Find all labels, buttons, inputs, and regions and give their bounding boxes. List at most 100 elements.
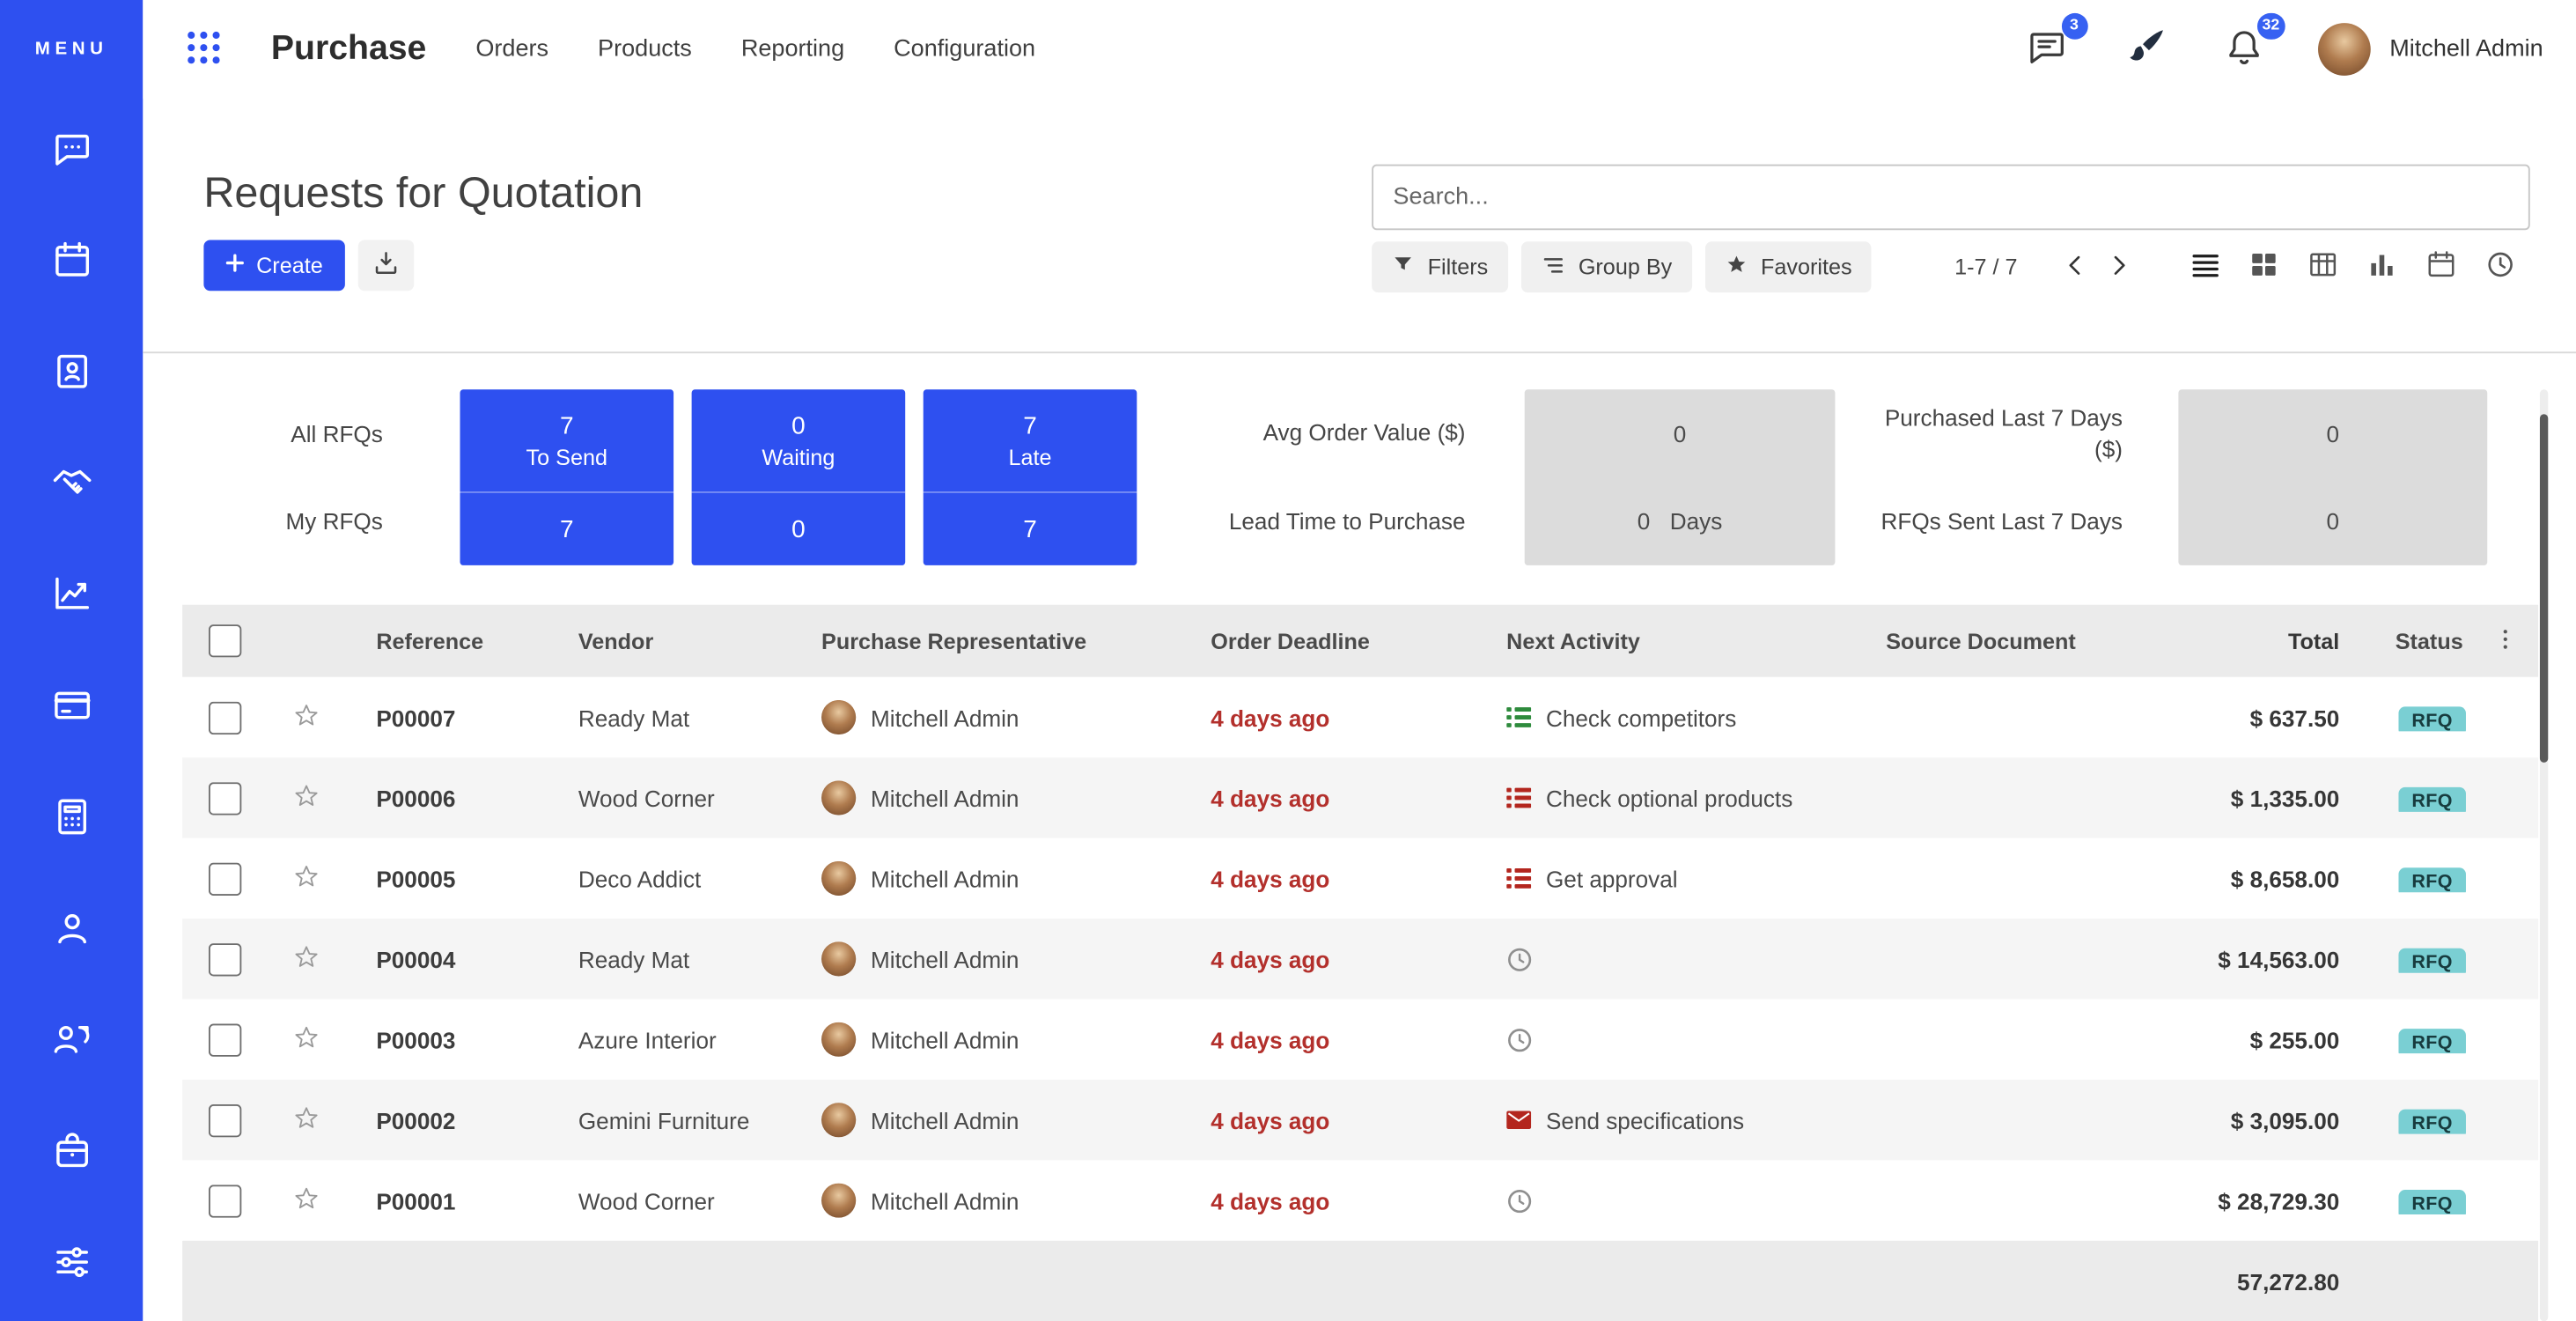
row-checkbox[interactable] bbox=[208, 861, 242, 896]
header-reference[interactable]: Reference bbox=[376, 628, 484, 653]
row-order-deadline[interactable]: 4 days ago bbox=[1211, 704, 1330, 731]
row-order-deadline[interactable]: 4 days ago bbox=[1211, 1026, 1330, 1053]
star-outline-icon[interactable] bbox=[292, 1103, 320, 1136]
row-checkbox[interactable] bbox=[208, 1103, 242, 1137]
apps-grid-button[interactable] bbox=[176, 18, 232, 79]
row-next-activity[interactable] bbox=[1483, 946, 1863, 972]
row-reference[interactable]: P00005 bbox=[376, 865, 456, 892]
header-source-document[interactable]: Source Document bbox=[1886, 628, 2076, 653]
row-total[interactable]: $ 8,658.00 bbox=[2230, 865, 2340, 892]
waiting-my-count[interactable]: 0 bbox=[791, 515, 806, 543]
row-reference[interactable]: P00004 bbox=[376, 945, 456, 972]
row-total[interactable]: $ 1,335.00 bbox=[2230, 785, 2340, 811]
row-vendor[interactable]: Ready Mat bbox=[578, 704, 690, 731]
row-order-deadline[interactable]: 4 days ago bbox=[1211, 1187, 1330, 1214]
row-status-cell[interactable]: RFQ bbox=[2343, 946, 2474, 972]
activity-envelope-icon[interactable] bbox=[1506, 1111, 1532, 1129]
row-select-cell[interactable] bbox=[182, 781, 271, 815]
header-status[interactable]: Status bbox=[2395, 628, 2463, 653]
row-checkbox[interactable] bbox=[208, 1184, 242, 1217]
table-row[interactable]: P00003 Azure Interior Mitchell Admin 4 d… bbox=[182, 999, 2539, 1081]
row-representative[interactable]: Mitchell Admin bbox=[799, 941, 1188, 977]
late-my-count[interactable]: 7 bbox=[1023, 515, 1037, 543]
sidebar-item-calendar[interactable] bbox=[0, 209, 143, 320]
create-button[interactable]: Create bbox=[203, 240, 344, 292]
activity-list-green-icon[interactable] bbox=[1506, 706, 1532, 727]
row-representative[interactable]: Mitchell Admin bbox=[799, 699, 1188, 735]
table-row[interactable]: P00002 Gemini Furniture Mitchell Admin 4… bbox=[182, 1080, 2539, 1161]
table-row[interactable]: P00001 Wood Corner Mitchell Admin 4 days… bbox=[182, 1160, 2539, 1241]
activity-list-red-icon[interactable] bbox=[1506, 867, 1532, 889]
row-status-cell[interactable]: RFQ bbox=[2343, 1187, 2474, 1214]
row-next-activity[interactable]: Check competitors bbox=[1483, 705, 1863, 730]
theme-brush-button[interactable] bbox=[2120, 22, 2169, 77]
my-rfqs-filter[interactable]: My RFQs bbox=[285, 508, 383, 535]
row-order-deadline[interactable]: 4 days ago bbox=[1211, 785, 1330, 811]
row-reference[interactable]: P00007 bbox=[376, 704, 456, 731]
view-list-button[interactable] bbox=[2175, 242, 2234, 292]
view-calendar-button[interactable] bbox=[2411, 242, 2470, 292]
row-total[interactable]: $ 255.00 bbox=[2249, 1026, 2340, 1053]
table-row[interactable]: P00006 Wood Corner Mitchell Admin 4 days… bbox=[182, 757, 2539, 838]
row-vendor[interactable]: Gemini Furniture bbox=[578, 1106, 750, 1133]
star-outline-icon[interactable] bbox=[292, 1023, 320, 1056]
row-select-cell[interactable] bbox=[182, 1103, 271, 1137]
select-all-cell[interactable] bbox=[182, 624, 271, 658]
star-outline-icon[interactable] bbox=[292, 701, 320, 734]
user-name[interactable]: Mitchell Admin bbox=[2389, 36, 2543, 63]
sidebar-item-billing[interactable] bbox=[0, 653, 143, 764]
menu-item-orders[interactable]: Orders bbox=[475, 36, 549, 63]
favorites-button[interactable]: Favorites bbox=[1704, 241, 1873, 293]
tile-waiting[interactable]: 0 Waiting 0 bbox=[691, 389, 906, 565]
view-pivot-button[interactable] bbox=[2293, 242, 2352, 292]
star-outline-icon[interactable] bbox=[292, 1184, 320, 1217]
tile-late[interactable]: 7 Late 7 bbox=[923, 389, 1137, 565]
row-star-cell[interactable] bbox=[271, 942, 353, 975]
row-star-cell[interactable] bbox=[271, 862, 353, 895]
menu-item-products[interactable]: Products bbox=[598, 36, 692, 63]
row-reference[interactable]: P00001 bbox=[376, 1187, 456, 1214]
row-order-deadline[interactable]: 4 days ago bbox=[1211, 1106, 1330, 1133]
star-outline-icon[interactable] bbox=[292, 942, 320, 975]
messages-button[interactable]: 3 bbox=[2021, 11, 2087, 77]
sidebar-item-referrals[interactable] bbox=[0, 987, 143, 1098]
table-row[interactable]: P00004 Ready Mat Mitchell Admin 4 days a… bbox=[182, 919, 2539, 1000]
menu-item-reporting[interactable]: Reporting bbox=[740, 36, 845, 63]
row-total[interactable]: $ 28,729.30 bbox=[2218, 1187, 2340, 1214]
sidebar-item-crm[interactable] bbox=[0, 432, 143, 542]
row-reference[interactable]: P00003 bbox=[376, 1026, 456, 1053]
group-by-button[interactable]: Group By bbox=[1520, 241, 1692, 293]
row-vendor[interactable]: Wood Corner bbox=[578, 1187, 715, 1214]
row-status-cell[interactable]: RFQ bbox=[2343, 865, 2474, 892]
row-order-deadline[interactable]: 4 days ago bbox=[1211, 945, 1330, 972]
row-total[interactable]: $ 637.50 bbox=[2249, 704, 2340, 731]
row-next-activity[interactable]: Check optional products bbox=[1483, 785, 1863, 811]
row-checkbox[interactable] bbox=[208, 942, 242, 976]
activity-clock-icon[interactable] bbox=[1506, 1187, 1533, 1214]
row-reference[interactable]: P00006 bbox=[376, 785, 456, 811]
row-status-cell[interactable]: RFQ bbox=[2343, 1107, 2474, 1133]
row-star-cell[interactable] bbox=[271, 1023, 353, 1056]
row-vendor[interactable]: Ready Mat bbox=[578, 945, 690, 972]
row-status-cell[interactable]: RFQ bbox=[2343, 785, 2474, 811]
row-select-cell[interactable] bbox=[182, 861, 271, 896]
table-row[interactable]: P00005 Deco Addict Mitchell Admin 4 days… bbox=[182, 838, 2539, 919]
sidebar-item-contacts[interactable] bbox=[0, 320, 143, 431]
pager-next-button[interactable] bbox=[2096, 246, 2139, 289]
row-representative[interactable]: Mitchell Admin bbox=[799, 1103, 1188, 1138]
sidebar-item-lunch[interactable] bbox=[0, 1099, 143, 1210]
header-next-activity[interactable]: Next Activity bbox=[1506, 628, 1640, 653]
row-select-cell[interactable] bbox=[182, 942, 271, 976]
scrollbar-thumb[interactable] bbox=[2539, 414, 2549, 763]
row-select-cell[interactable] bbox=[182, 700, 271, 734]
row-representative[interactable]: Mitchell Admin bbox=[799, 1022, 1188, 1057]
header-total[interactable]: Total bbox=[2287, 628, 2340, 653]
sidebar-item-settings[interactable] bbox=[0, 1210, 143, 1321]
row-status-cell[interactable]: RFQ bbox=[2343, 705, 2474, 731]
row-representative[interactable]: Mitchell Admin bbox=[799, 780, 1188, 815]
search-input[interactable] bbox=[1372, 164, 2530, 231]
table-row[interactable]: P00007 Ready Mat Mitchell Admin 4 days a… bbox=[182, 676, 2539, 758]
row-star-cell[interactable] bbox=[271, 1184, 353, 1217]
view-graph-button[interactable] bbox=[2352, 242, 2411, 292]
scrollbar-track[interactable] bbox=[2539, 389, 2549, 1321]
